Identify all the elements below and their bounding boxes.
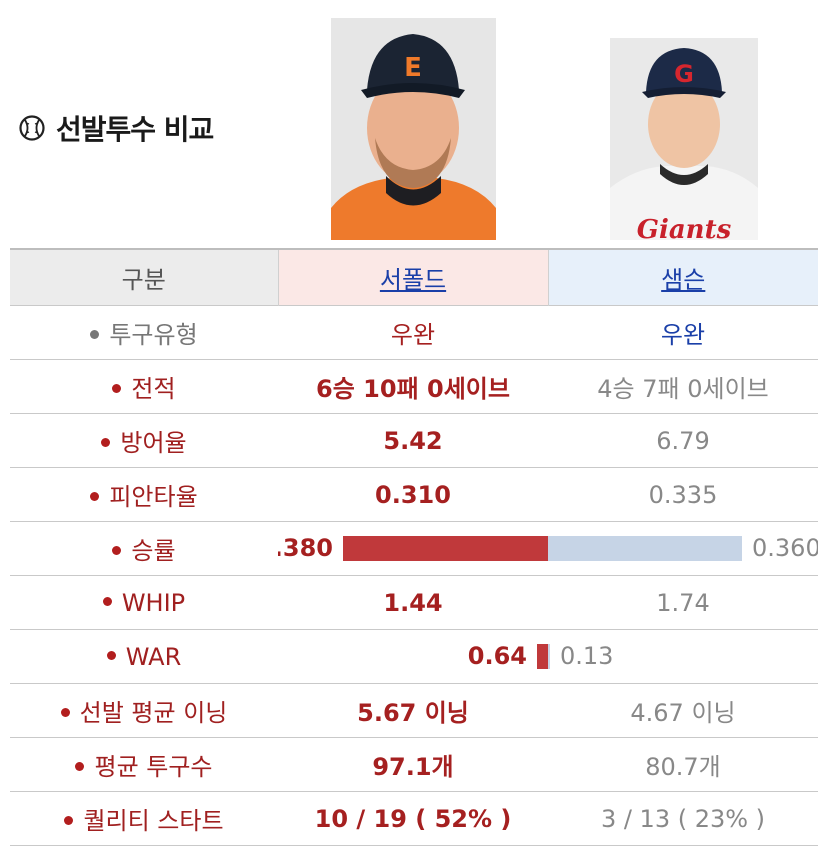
away-value: 5.42 — [278, 414, 548, 468]
home-value: 4.67 이닝 — [548, 684, 818, 738]
bullet-icon — [64, 816, 73, 825]
table-row: 승률 0.380 0.360 — [10, 522, 818, 576]
away-bar-cell: 0.380 — [278, 522, 548, 576]
table-row: 퀄리티 스타트 10 / 19 ( 52% ) 3 / 13 ( 23% ) — [10, 792, 818, 846]
table-header-row: 구분 서폴드 샘슨 — [10, 249, 818, 306]
bullet-icon — [90, 330, 99, 339]
table-row: WHIP 1.44 1.74 — [10, 576, 818, 630]
home-value: 0.13 — [560, 630, 613, 683]
bullet-icon — [61, 708, 70, 717]
svg-text:Giants: Giants — [637, 215, 732, 240]
header-category: 구분 — [10, 249, 278, 306]
home-value: 4승 7패 0세이브 — [548, 360, 818, 414]
away-value: 0.380 — [278, 522, 333, 575]
table-row: 방어율 5.42 6.79 — [10, 414, 818, 468]
home-value: 1.74 — [548, 576, 818, 630]
away-value: 0.64 — [468, 630, 527, 683]
away-value: 5.67 이닝 — [278, 684, 548, 738]
row-label: 선발 평균 이닝 — [10, 684, 278, 738]
baseball-icon — [18, 114, 46, 142]
bullet-icon — [112, 384, 121, 393]
row-label: 투구유형 — [10, 306, 278, 360]
home-value: 0.360 — [752, 522, 818, 575]
home-bar — [548, 644, 550, 669]
table-row: 피안타율 0.310 0.335 — [10, 468, 818, 522]
away-value: 1.44 — [278, 576, 548, 630]
away-value: 6승 10패 0세이브 — [278, 360, 548, 414]
svg-text:E: E — [404, 53, 422, 83]
table-row: 선발 평균 이닝 5.67 이닝 4.67 이닝 — [10, 684, 818, 738]
home-value: 우완 — [548, 306, 818, 360]
home-pitcher-photo: Giants G — [610, 38, 758, 240]
home-bar-cell: 0.360 — [548, 522, 818, 576]
row-label: 피안타율 — [10, 468, 278, 522]
row-label: WAR — [10, 630, 278, 684]
away-pitcher-photo: E — [331, 18, 496, 240]
bullet-icon — [107, 651, 116, 660]
header-away-pitcher: 서폴드 — [278, 249, 548, 306]
bullet-icon — [90, 492, 99, 501]
row-label: 퀄리티 스타트 — [10, 792, 278, 846]
row-label: WHIP — [10, 576, 278, 630]
row-label: 방어율 — [10, 414, 278, 468]
away-value: 우완 — [278, 306, 548, 360]
bullet-icon — [101, 438, 110, 447]
home-bar-cell: 0.13 — [548, 630, 818, 684]
home-value: 6.79 — [548, 414, 818, 468]
pitcher-comparison-table: 구분 서폴드 샘슨 투구유형 우완 우완 전적 6승 10패 0세이브 4승 7… — [10, 248, 818, 860]
home-value: 80.7개 — [548, 738, 818, 792]
away-value: 97.1개 — [278, 738, 548, 792]
bullet-icon — [103, 597, 112, 606]
home-value: 3 / 13 ( 23% ) — [548, 792, 818, 846]
home-pitcher-link[interactable]: 샘슨 — [661, 266, 705, 294]
away-bar — [343, 536, 548, 561]
away-pitcher-link[interactable]: 서폴드 — [380, 266, 446, 294]
away-bar-cell: 0.64 — [278, 630, 548, 684]
bullet-icon — [75, 762, 84, 771]
bullet-icon — [112, 546, 121, 555]
section-title: 선발투수 비교 — [18, 108, 213, 148]
table-row: 전적 6승 10패 0세이브 4승 7패 0세이브 — [10, 360, 818, 414]
row-label: 전적 — [10, 360, 278, 414]
home-bar — [548, 536, 742, 561]
comparison-header: 선발투수 비교 E Giants G — [0, 0, 828, 248]
table-row: 평균 투구수 97.1개 80.7개 — [10, 738, 818, 792]
home-value: 0.335 — [548, 468, 818, 522]
away-value: 10 / 19 ( 52% ) — [278, 792, 548, 846]
svg-text:G: G — [674, 60, 694, 88]
table-row: WAR 0.64 0.13 — [10, 630, 818, 684]
away-value: 0.310 — [278, 468, 548, 522]
row-label: 평균 투구수 — [10, 738, 278, 792]
section-title-text: 선발투수 비교 — [56, 108, 213, 148]
away-bar — [537, 644, 548, 669]
header-home-pitcher: 샘슨 — [548, 249, 818, 306]
table-row: 투구유형 우완 우완 — [10, 306, 818, 360]
row-label: 승률 — [10, 522, 278, 576]
